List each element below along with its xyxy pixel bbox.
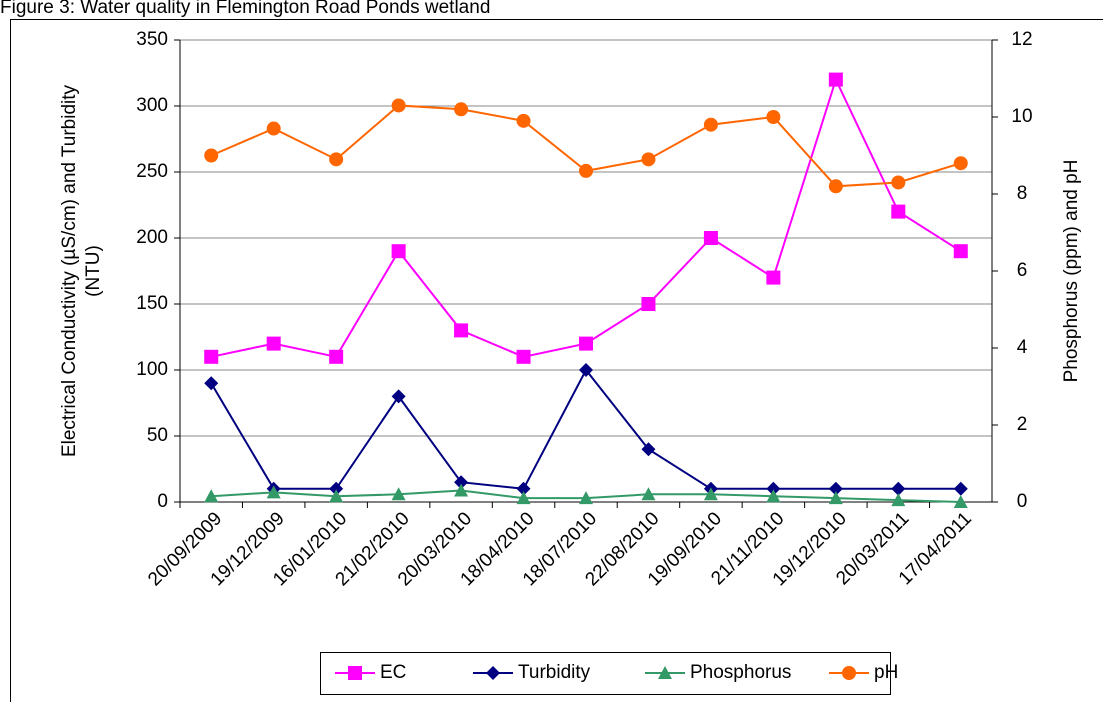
y-axis-label: (NTU) bbox=[83, 245, 104, 297]
y-tick-label: 100 bbox=[136, 359, 168, 380]
marker bbox=[641, 297, 655, 311]
marker bbox=[766, 271, 780, 285]
y-tick-label: 350 bbox=[136, 29, 168, 50]
marker bbox=[704, 118, 718, 132]
marker bbox=[392, 98, 406, 112]
y-tick-label: 0 bbox=[157, 491, 168, 512]
marker bbox=[267, 337, 281, 351]
marker bbox=[829, 179, 843, 193]
legend-label: Phosphorus bbox=[690, 662, 791, 683]
marker bbox=[954, 482, 968, 496]
series-line bbox=[211, 370, 961, 489]
marker bbox=[891, 175, 905, 189]
y-tick-label: 150 bbox=[136, 293, 168, 314]
y2-tick-label: 6 bbox=[1017, 260, 1028, 281]
y-tick-label: 300 bbox=[136, 95, 168, 116]
y2-tick-label: 8 bbox=[1017, 183, 1028, 204]
marker bbox=[329, 350, 343, 364]
marker bbox=[392, 244, 406, 258]
y2-axis-label: Phosphorus (ppm) and pH bbox=[1061, 160, 1082, 383]
legend-label: Turbidity bbox=[518, 662, 591, 683]
marker bbox=[204, 376, 218, 390]
marker bbox=[641, 152, 655, 166]
marker bbox=[204, 149, 218, 163]
plot-area bbox=[180, 40, 992, 502]
marker bbox=[579, 164, 593, 178]
marker bbox=[454, 323, 468, 337]
marker bbox=[891, 205, 905, 219]
legend-label: EC bbox=[380, 662, 406, 683]
y2-tick-label: 0 bbox=[1017, 491, 1028, 512]
marker bbox=[954, 156, 968, 170]
chart-title: Figure 3: Water quality in Flemington Ro… bbox=[0, 0, 490, 18]
y-tick-label: 50 bbox=[147, 425, 168, 446]
y2-tick-label: 4 bbox=[1017, 337, 1028, 358]
chart-frame bbox=[11, 20, 1103, 703]
y2-tick-label: 10 bbox=[1011, 106, 1032, 127]
marker bbox=[954, 244, 968, 258]
marker bbox=[267, 122, 281, 136]
marker bbox=[579, 337, 593, 351]
y-axis-label: Electrical Conductivity (µS/cm) and Turb… bbox=[59, 84, 80, 457]
marker bbox=[517, 114, 531, 128]
legend-label: pH bbox=[874, 662, 898, 683]
marker bbox=[704, 231, 718, 245]
marker bbox=[517, 350, 531, 364]
series-line bbox=[211, 80, 961, 357]
marker bbox=[392, 389, 406, 403]
marker bbox=[829, 73, 843, 87]
marker bbox=[454, 102, 468, 116]
y-tick-label: 200 bbox=[136, 227, 168, 248]
y2-tick-label: 12 bbox=[1011, 29, 1032, 50]
marker bbox=[766, 110, 780, 124]
legend-marker bbox=[348, 666, 362, 680]
y2-tick-label: 2 bbox=[1017, 414, 1028, 435]
marker bbox=[329, 152, 343, 166]
marker bbox=[204, 350, 218, 364]
y-tick-label: 250 bbox=[136, 161, 168, 182]
legend-marker bbox=[842, 666, 856, 680]
